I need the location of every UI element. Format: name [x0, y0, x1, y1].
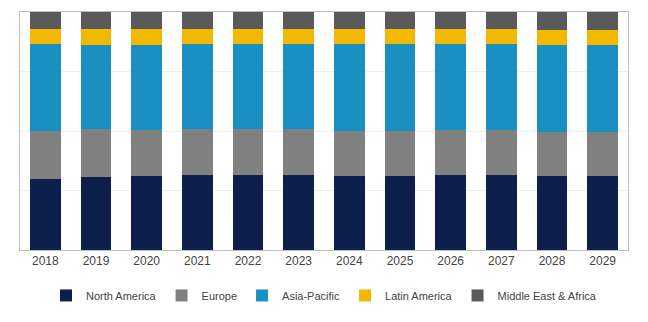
svg-text:2023: 2023 [285, 254, 312, 268]
svg-text:2019: 2019 [83, 254, 110, 268]
svg-text:2024: 2024 [336, 254, 363, 268]
svg-text:2020: 2020 [133, 254, 160, 268]
svg-text:Middle East & Africa: Middle East & Africa [498, 290, 597, 302]
svg-text:2026: 2026 [437, 254, 464, 268]
svg-text:2018: 2018 [32, 254, 59, 268]
svg-text:Latin America: Latin America [385, 290, 453, 302]
svg-text:2028: 2028 [539, 254, 566, 268]
svg-text:Asia-Pacific: Asia-Pacific [282, 290, 340, 302]
svg-text:2029: 2029 [589, 254, 616, 268]
svg-text:2022: 2022 [235, 254, 262, 268]
svg-text:2025: 2025 [387, 254, 414, 268]
svg-text:North America: North America [86, 290, 157, 302]
svg-text:2027: 2027 [488, 254, 515, 268]
svg-text:Europe: Europe [202, 290, 237, 302]
svg-text:2021: 2021 [184, 254, 211, 268]
